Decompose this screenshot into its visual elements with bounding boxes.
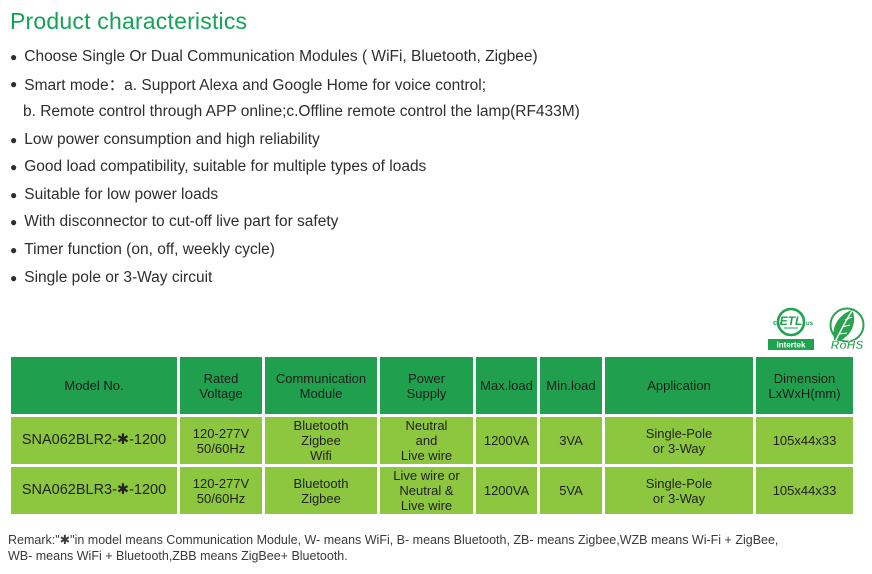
cell-communication-module: Bluetooth Zigbee Wifi [265, 417, 377, 464]
cell-max-load: 1200VA [476, 417, 537, 464]
svg-text:RoHS: RoHS [831, 338, 864, 352]
feature-item: ● Suitable for low power loads [10, 181, 580, 209]
cell-model-no: SNA062BLR3-✱-1200 [11, 467, 177, 514]
bullet-icon: ● [10, 49, 18, 64]
bullet-icon: ● [10, 215, 18, 230]
feature-item: ● Smart mode：a. Support Alexa and Google… [10, 71, 580, 99]
cell-application: Single-Pole or 3-Way [605, 417, 753, 464]
feature-item-continuation: b. Remote control through APP online;c.O… [10, 98, 580, 126]
page-title: Product characteristics [10, 8, 248, 34]
svg-text:Intertek: Intertek [777, 341, 806, 350]
cell-min-load: 3VA [540, 417, 602, 464]
table-row: SNA062BLR3-✱-1200 120-277V 50/60Hz Bluet… [11, 467, 853, 514]
table-header-row: Model No. Rated Voltage Communication Mo… [11, 357, 853, 414]
col-header-max-load: Max.load [476, 357, 537, 414]
svg-text:ETL: ETL [780, 314, 803, 328]
bullet-icon: ● [10, 160, 18, 175]
spec-table: Model No. Rated Voltage Communication Mo… [8, 354, 856, 517]
table-row: SNA062BLR2-✱-1200 120-277V 50/60Hz Bluet… [11, 417, 853, 464]
feature-item: ● With disconnector to cut-off live part… [10, 209, 580, 237]
cell-min-load: 5VA [540, 467, 602, 514]
cell-communication-module: Bluetooth Zigbee [265, 467, 377, 514]
cell-model-no: SNA062BLR2-✱-1200 [11, 417, 177, 464]
cell-rated-voltage: 120-277V 50/60Hz [180, 417, 262, 464]
bullet-icon: ● [10, 132, 18, 147]
feature-text: b. Remote control through APP online;c.O… [23, 102, 580, 120]
feature-item: ● Good load compatibility, suitable for … [10, 153, 580, 181]
feature-text: Timer function (on, off, weekly cycle) [24, 240, 275, 258]
feature-item: ● Choose Single Or Dual Communication Mo… [10, 43, 580, 71]
bullet-icon: ● [10, 187, 18, 202]
cell-max-load: 1200VA [476, 467, 537, 514]
feature-item: ● Low power consumption and high reliabi… [10, 126, 580, 154]
col-header-communication-module: Communication Module [265, 357, 377, 414]
cell-rated-voltage: 120-277V 50/60Hz [180, 467, 262, 514]
col-header-model-no: Model No. [11, 357, 177, 414]
col-header-power-supply: Power Supply [380, 357, 473, 414]
cell-power-supply: Live wire or Neutral & Live wire [380, 467, 473, 514]
cell-dimension: 105x44x33 [756, 417, 853, 464]
cell-power-supply: Neutral and Live wire [380, 417, 473, 464]
svg-text:us: us [806, 321, 814, 327]
cell-dimension: 105x44x33 [756, 467, 853, 514]
certification-logos: c us ETL Intertek RoHS [766, 306, 871, 354]
feature-text: Single pole or 3-Way circuit [24, 268, 213, 286]
col-header-rated-voltage: Rated Voltage [180, 357, 262, 414]
feature-text: Suitable for low power loads [24, 185, 219, 203]
feature-text: Choose Single Or Dual Communication Modu… [24, 47, 538, 65]
cell-application: Single-Pole or 3-Way [605, 467, 753, 514]
feature-text: Good load compatibility, suitable for mu… [24, 158, 427, 176]
bullet-icon: ● [10, 77, 18, 92]
feature-item: ● Timer function (on, off, weekly cycle) [10, 236, 580, 264]
col-header-application: Application [605, 357, 753, 414]
col-header-min-load: Min.load [540, 357, 602, 414]
svg-text:c: c [773, 320, 777, 327]
bullet-icon: ● [10, 242, 18, 257]
feature-list: ● Choose Single Or Dual Communication Mo… [10, 43, 580, 291]
feature-text: With disconnector to cut-off live part f… [24, 213, 339, 231]
remark-line-2: WB- means WiFi + Bluetooth,ZBB means Zig… [8, 549, 348, 563]
remark-note: Remark:"✱"in model means Communication M… [8, 532, 778, 564]
feature-text: Smart mode：a. Support Alexa and Google H… [24, 77, 487, 95]
col-header-dimension: Dimension LxWxH(mm) [756, 357, 853, 414]
feature-text: Low power consumption and high reliabili… [24, 130, 320, 148]
feature-item: ● Single pole or 3-Way circuit [10, 264, 580, 292]
etl-intertek-icon: c us ETL Intertek [768, 307, 814, 350]
remark-line-1: Remark:"✱"in model means Communication M… [8, 533, 779, 547]
rohs-icon: RoHS [829, 307, 865, 352]
bullet-icon: ● [10, 270, 18, 285]
